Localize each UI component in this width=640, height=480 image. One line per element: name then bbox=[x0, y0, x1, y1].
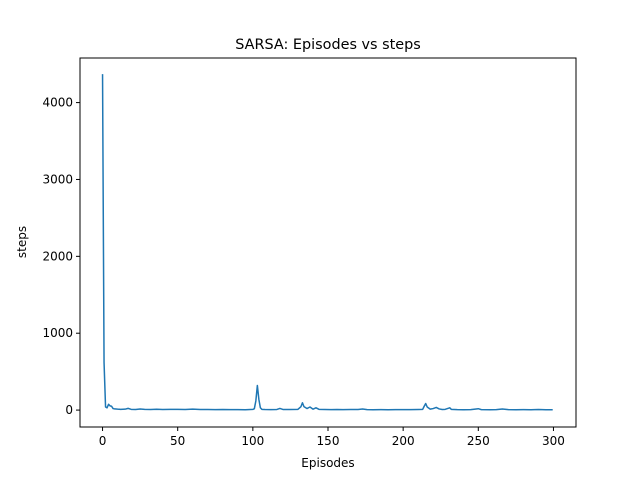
x-tick-label: 50 bbox=[170, 434, 185, 448]
x-axis-label: Episodes bbox=[301, 456, 354, 470]
plot-area bbox=[101, 74, 553, 411]
y-axis-label: steps bbox=[15, 226, 29, 258]
x-tick-label: 100 bbox=[241, 434, 264, 448]
y-tick-label: 4000 bbox=[42, 96, 73, 110]
x-tick-label: 0 bbox=[99, 434, 107, 448]
x-tick-label: 200 bbox=[392, 434, 415, 448]
y-tick-label: 2000 bbox=[42, 249, 73, 263]
x-tick-label: 150 bbox=[317, 434, 340, 448]
y-tick-label: 0 bbox=[65, 403, 73, 417]
chart-title: SARSA: Episodes vs steps bbox=[235, 37, 420, 53]
x-tick-label: 250 bbox=[467, 434, 490, 448]
axes-frame bbox=[79, 57, 577, 428]
y-tick-label: 3000 bbox=[42, 172, 73, 186]
x-tick-label: 300 bbox=[542, 434, 565, 448]
steps-series-line bbox=[101, 74, 553, 411]
y-tick-label: 1000 bbox=[42, 326, 73, 340]
